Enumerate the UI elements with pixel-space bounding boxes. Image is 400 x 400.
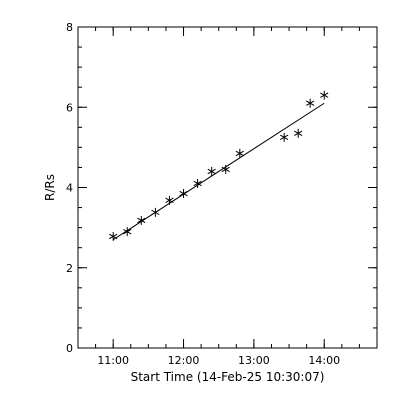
data-point [320,90,329,100]
data-point [207,166,216,176]
data-point [306,98,315,108]
data-point [279,132,289,142]
data-point [123,227,132,237]
x-tick-label: 12:00 [168,354,200,367]
data-point [109,231,118,241]
data-point [193,178,202,188]
x-tick-label: 13:00 [238,354,270,367]
plot-frame [77,26,378,349]
data-point [294,128,303,138]
y-tick-label: 0 [66,342,73,355]
y-tick-label: 6 [66,101,73,114]
plot-axes: 11:00 12:00 13:00 14:00 0 2 4 6 8 [66,21,378,367]
y-tick-label: 8 [66,21,73,34]
y-axis-title: R/Rs [43,174,57,201]
x-axis-title: Start Time (14-Feb-25 10:30:07) [131,370,325,384]
data-point [179,189,188,199]
data-point [165,195,174,205]
fit-line-layer [112,102,325,241]
data-point [235,148,244,158]
data-point [151,207,160,217]
fit-line [112,102,325,241]
x-tick-label: 14:00 [308,354,340,367]
data-point [221,164,230,174]
y-tick-label: 2 [66,262,73,275]
y-tick-label: 4 [66,182,73,195]
x-tick-label: 11:00 [97,354,129,367]
data-points-layer [109,90,329,241]
data-point [137,215,146,225]
